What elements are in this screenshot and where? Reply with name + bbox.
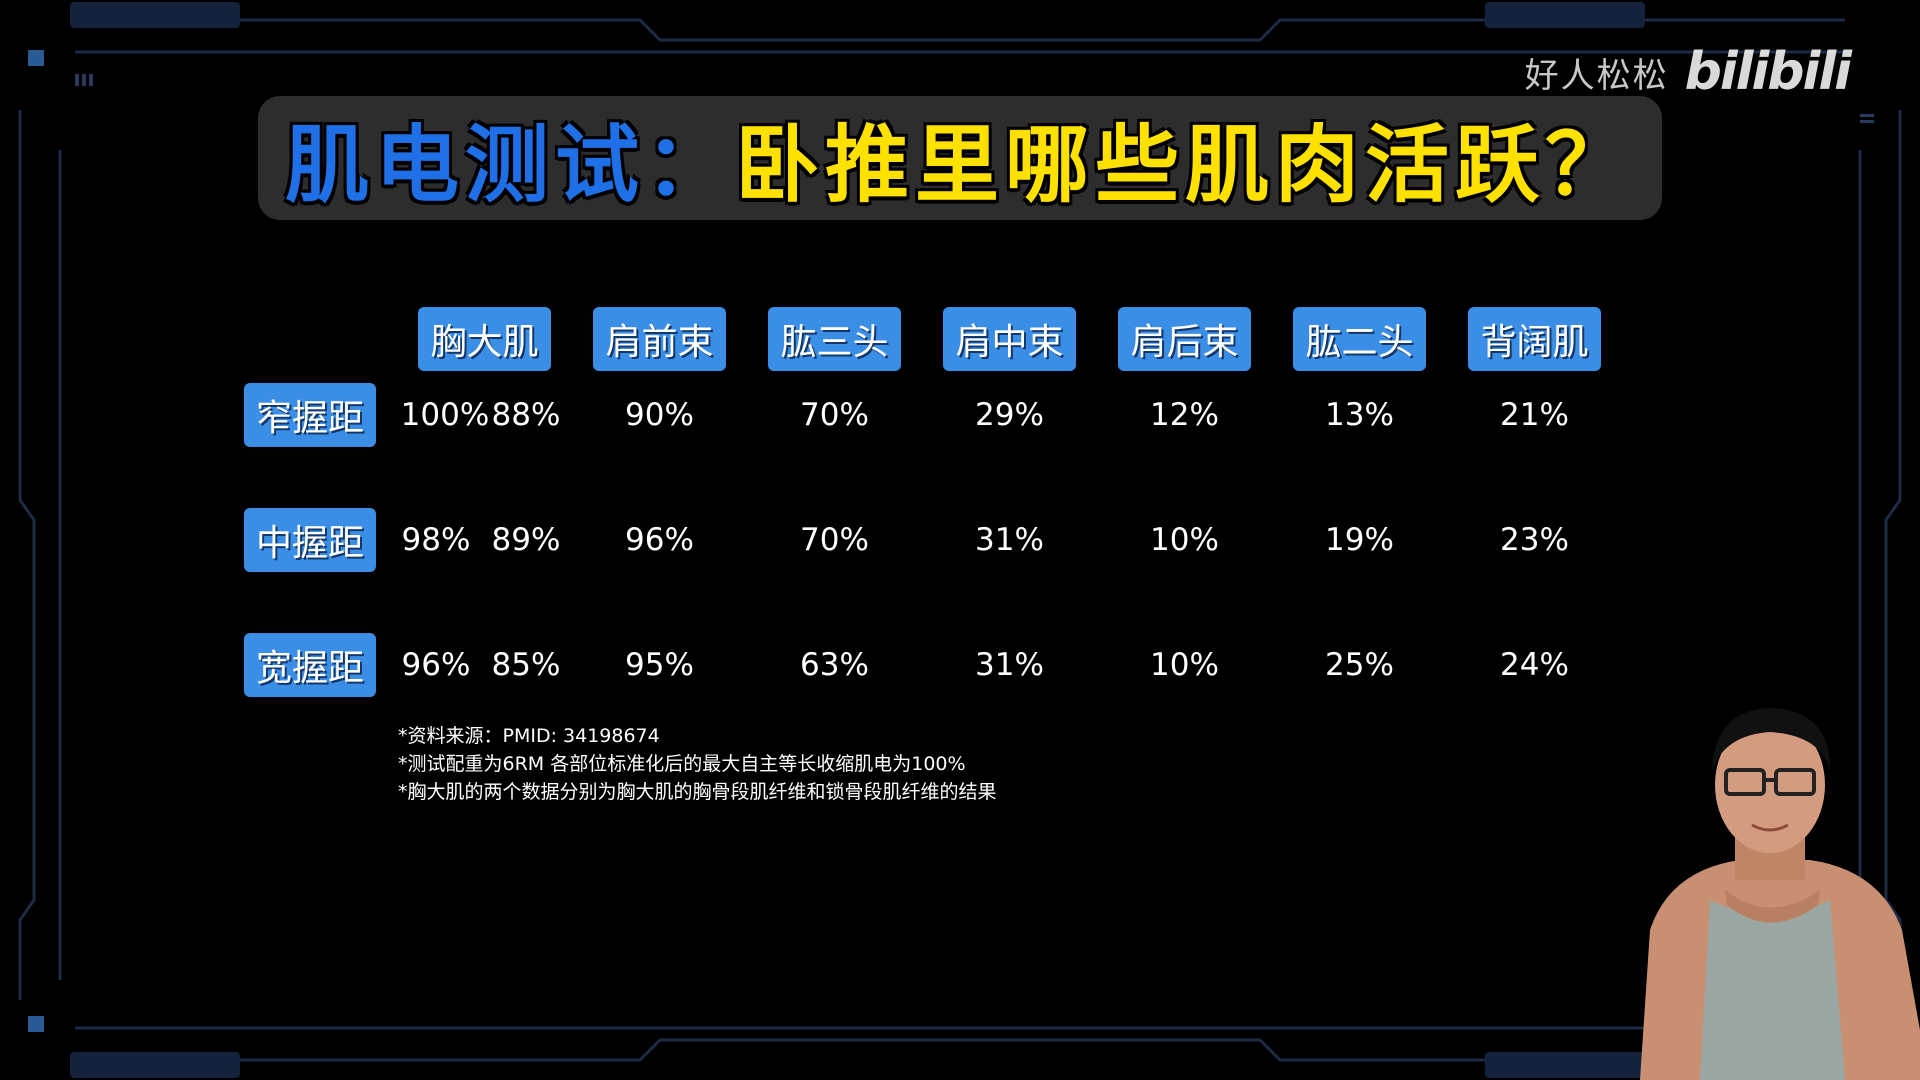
- bilibili-logo: bilibili: [1684, 42, 1852, 102]
- table-cell: 10%: [1150, 522, 1219, 558]
- table-cell: 90%: [625, 397, 694, 433]
- page-title: 肌电测试： 卧推里哪些肌肉活跃？: [258, 96, 1662, 220]
- table-cell: 85%: [491, 647, 561, 683]
- table-cell: 24%: [1500, 647, 1569, 683]
- table-cell: 63%: [800, 647, 869, 683]
- column-header-pectoralis: 胸大肌: [418, 307, 551, 371]
- uploader-name: 好人松松: [1524, 55, 1669, 96]
- table-cell: 29%: [975, 397, 1044, 433]
- row-header-wide: 宽握距: [244, 633, 376, 697]
- column-header-medial-deltoid: 肩中束: [943, 307, 1076, 371]
- column-header-triceps: 肱三头: [768, 307, 901, 371]
- column-header-posterior-deltoid: 肩后束: [1118, 307, 1251, 371]
- table-cell: 31%: [975, 522, 1044, 558]
- table-cell: 23%: [1500, 522, 1569, 558]
- table-cell: 88%: [491, 397, 561, 433]
- table-cell: 21%: [1500, 397, 1569, 433]
- table-cell: 25%: [1325, 647, 1394, 683]
- row-header-medium: 中握距: [244, 508, 376, 572]
- table-cell: 19%: [1325, 522, 1394, 558]
- footnote-method: *测试配重为6RM 各部位标准化后的最大自主等长收缩肌电为100%: [398, 753, 966, 775]
- footnote-pectoralis: *胸大肌的两个数据分别为胸大肌的胸骨段肌纤维和锁骨段肌纤维的结果: [398, 781, 997, 803]
- footnotes: *资料来源：PMID: 34198674 *测试配重为6RM 各部位标准化后的最…: [398, 722, 997, 806]
- column-header-biceps: 肱二头: [1293, 307, 1426, 371]
- table-cell: 70%: [800, 522, 869, 558]
- table-cell: 96%: [625, 522, 694, 558]
- table-cell: 13%: [1325, 397, 1394, 433]
- table-cell: 98%: [401, 522, 471, 558]
- table-cell: 95%: [625, 647, 694, 683]
- footnote-source: *资料来源：PMID: 34198674: [398, 725, 660, 747]
- watermark: 好人松松 bilibili: [1524, 42, 1852, 102]
- table-cell: 12%: [1150, 397, 1219, 433]
- presenter-webcam: [1640, 708, 1920, 1080]
- title-part-blue: 肌电测试：: [284, 115, 735, 214]
- table-cell: 10%: [1150, 647, 1219, 683]
- table-cell: 89%: [491, 522, 561, 558]
- table-cell: 70%: [800, 397, 869, 433]
- row-header-narrow: 窄握距: [244, 383, 376, 447]
- table-cell: 100%: [400, 397, 490, 433]
- table-cell: 96%: [401, 647, 471, 683]
- column-header-latissimus: 背阔肌: [1468, 307, 1601, 371]
- title-part-yellow: 卧推里哪些肌肉活跃？: [735, 115, 1636, 214]
- table-cell: 31%: [975, 647, 1044, 683]
- column-header-anterior-deltoid: 肩前束: [593, 307, 726, 371]
